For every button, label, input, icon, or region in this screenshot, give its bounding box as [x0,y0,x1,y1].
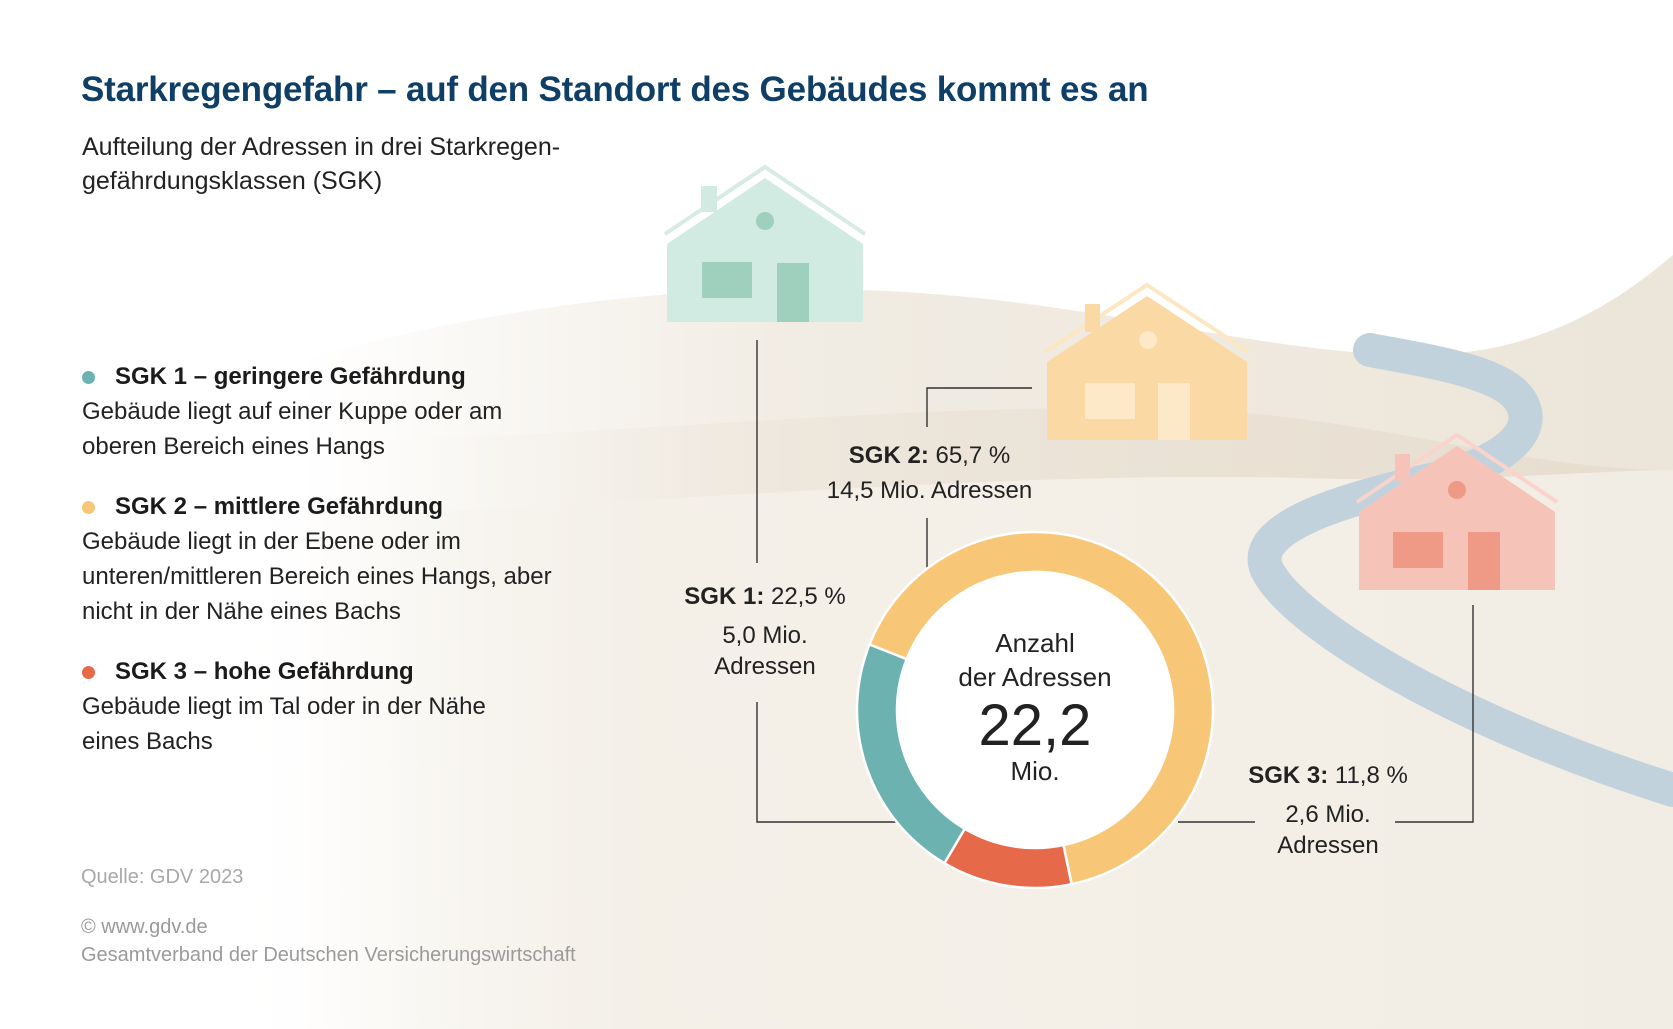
donut-center-total: Anzahl der Adressen 22,2 Mio. [905,626,1165,786]
center-total-value: 22,2 [978,693,1092,758]
house-sgk1-icon [663,164,867,322]
center-caption-line1: Anzahl [995,628,1075,658]
data-label-sgk3: SGK 3: 11,8 % 2,6 Mio. Adressen [1223,760,1433,861]
legend-item-sgk1: SGK 1 – geringere Gefährdung Gebäude lie… [82,360,602,464]
legend-item-sgk3: SGK 3 – hohe Gefährdung Gebäude liegt im… [82,655,602,759]
data-label-percent: 11,8 % [1334,762,1408,789]
data-label-name: SGK 1: [684,583,765,610]
legend-description: Gebäude liegt auf einer Kuppe oder am ob… [82,398,503,460]
data-label-unit: Adressen [1277,832,1379,859]
legend-description: Gebäude liegt im Tal oder in der Nähe ei… [82,693,486,755]
data-label-sgk1: SGK 1: 22,5 % 5,0 Mio. Adressen [660,581,870,682]
data-label-unit: Adressen [714,653,816,680]
data-label-percent: 22,5 % [770,583,846,610]
legend-dot-sgk2-icon [82,500,95,514]
data-label-name: SGK 2: [848,442,929,469]
legend: SGK 1 – geringere Gefährdung Gebäude lie… [82,360,602,785]
footer: © www.gdv.de Gesamtverband der Deutschen… [81,913,576,969]
data-label-sgk2: SGK 2: 65,7 % 14,5 Mio. Adressen [797,440,1062,506]
house-sgk3-icon [1355,432,1559,590]
connector-sgk2-top [926,387,1032,427]
data-label-value: 2,6 Mio. [1285,801,1371,828]
donut-hole [898,573,1172,847]
data-label-value: 5,0 Mio. [722,622,808,649]
footer-url: © www.gdv.de [81,916,208,938]
donut-segment-sgk1 [855,642,967,865]
page-subtitle: Aufteilung der Adressen in drei Starkreg… [82,133,561,195]
data-label-name: SGK 3: [1248,762,1329,789]
connector-sgk1-bottom [756,702,897,823]
page-title: Starkregengefahr – auf den Standort des … [81,70,1149,109]
data-label-value: 14,5 Mio. Adressen [826,477,1033,504]
legend-item-sgk2: SGK 2 – mittlere Gefährdung Gebäude lieg… [82,490,602,629]
footer-org: Gesamtverband der Deutschen Versicherung… [81,944,576,966]
house-sgk2-icon [1043,282,1251,440]
donut-chart [855,530,1215,890]
river [1247,333,1673,807]
donut-segment-sgk2 [867,530,1215,886]
legend-label: SGK 3 – hohe Gefährdung [115,658,414,685]
legend-dot-sgk1-icon [82,370,95,384]
connector-sgk3-right [1395,605,1474,823]
data-label-percent: 65,7 % [935,442,1011,469]
river-source [1363,340,1480,388]
center-caption-line2: der Adressen [958,662,1112,692]
legend-dot-sgk3-icon [82,665,95,679]
legend-description: Gebäude liegt in der Ebene oder im unter… [82,528,552,625]
source-note: Quelle: GDV 2023 [81,866,244,888]
legend-label: SGK 2 – mittlere Gefährdung [115,493,444,520]
center-total-unit: Mio. [1010,756,1060,786]
legend-label: SGK 1 – geringere Gefährdung [115,363,466,390]
